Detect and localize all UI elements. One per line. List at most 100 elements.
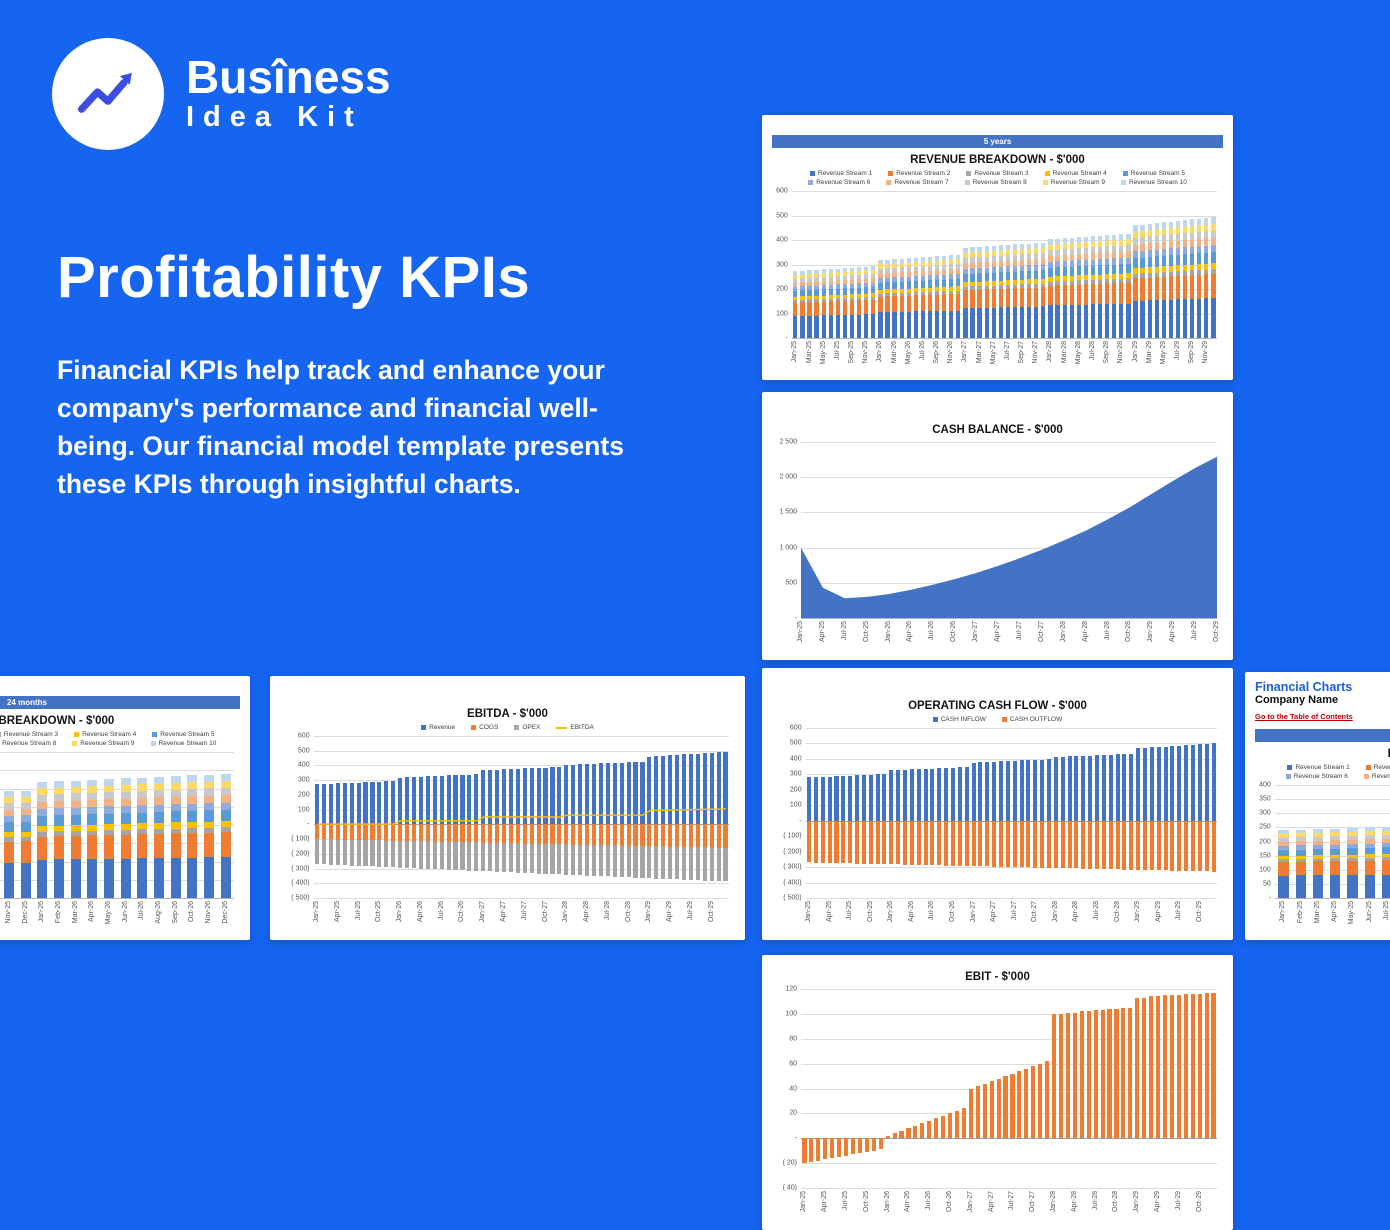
bar-segment xyxy=(954,1110,960,1139)
bar-segment xyxy=(927,311,933,338)
bar-segment xyxy=(906,281,911,289)
legend-item: Revenue Stream 3 xyxy=(966,170,1029,177)
stacked-bar xyxy=(1034,243,1039,338)
bar-segment xyxy=(821,298,826,302)
bar-segment xyxy=(1278,862,1289,876)
bar-segment xyxy=(998,245,1003,251)
y-axis-label: - xyxy=(1268,894,1271,902)
stacked-bar xyxy=(998,245,1003,338)
bar-segment xyxy=(934,265,940,271)
bar-segment xyxy=(467,842,472,871)
bar-segment xyxy=(828,284,833,289)
bar-segment xyxy=(584,824,590,845)
bar-segment xyxy=(942,287,947,292)
bar-segment xyxy=(963,268,968,275)
toc-link[interactable]: Go to the Table of Contents xyxy=(1255,712,1353,721)
legend-item: Revenue Stream 9 xyxy=(1042,179,1105,186)
stacked-bar xyxy=(956,254,961,338)
bar-segment xyxy=(70,800,81,808)
bar-segment xyxy=(821,285,826,290)
bar-segment xyxy=(1027,306,1032,338)
bar-segment xyxy=(1083,280,1089,285)
bar-segment xyxy=(835,288,840,295)
bar-segment xyxy=(934,270,940,276)
bar-segment xyxy=(807,281,812,286)
bar-segment xyxy=(849,287,855,295)
bar-segment xyxy=(864,314,869,338)
bar-segment xyxy=(814,277,819,282)
gridline xyxy=(805,898,1217,899)
bar-segment xyxy=(1060,820,1065,869)
bar-segment xyxy=(53,787,64,795)
bar-segment xyxy=(103,858,114,898)
bar-segment xyxy=(800,274,805,279)
bar-segment xyxy=(187,822,198,829)
y-axis-label: ( 400) xyxy=(291,879,310,887)
bar-segment xyxy=(446,841,451,870)
bar-segment xyxy=(1381,826,1390,831)
bar-segment xyxy=(626,824,631,846)
bar-segment xyxy=(1062,285,1067,306)
bar-segment xyxy=(1076,304,1081,338)
bar-segment xyxy=(137,858,148,898)
legend-label: Revenue Stream 5 xyxy=(160,731,215,738)
x-axis-label: Apr-25 xyxy=(333,901,341,923)
bar-segment xyxy=(120,791,131,799)
x-axis-label: Jul-26 xyxy=(928,901,936,921)
bar-segment xyxy=(949,259,954,265)
bar-segment xyxy=(998,307,1003,338)
bar-segment xyxy=(1046,759,1052,821)
bar-segment xyxy=(1027,279,1032,285)
bar-segment xyxy=(1330,836,1341,841)
bar-segment xyxy=(1197,239,1202,247)
y-axis-label: 20 xyxy=(789,1109,797,1117)
bar-segment xyxy=(1081,820,1086,869)
x-axis-label: Jan-27 xyxy=(961,341,969,363)
bar-segment xyxy=(203,827,214,833)
bar-segment xyxy=(1076,266,1081,276)
x-axis-label: Jan-25 xyxy=(1279,901,1287,923)
stacked-bar xyxy=(1055,238,1060,338)
bar-segment xyxy=(377,781,382,825)
bar-segment xyxy=(1347,835,1358,840)
chart-title: REVENUE BREAKDOWN - $'000 xyxy=(0,715,115,727)
bar-segment xyxy=(957,820,962,866)
stacked-bar xyxy=(1027,243,1032,338)
stacked-bar xyxy=(800,270,805,338)
bar-segment xyxy=(3,815,14,823)
x-axis-label: Nov-27 xyxy=(1032,341,1040,364)
bar-segment xyxy=(103,806,114,814)
bar-segment xyxy=(814,289,819,296)
bar-segment xyxy=(892,263,897,268)
bar-segment xyxy=(709,824,714,848)
chart-plot: 600 500 400 300 200 100-( 100)( 200)( 300)( 4… xyxy=(278,733,737,934)
bar-segment xyxy=(978,820,983,867)
x-axis-label: Dec-25 xyxy=(21,901,29,924)
bar-segment xyxy=(856,300,862,315)
bar-segment xyxy=(668,824,673,847)
bar-segment xyxy=(70,814,81,826)
stacked-bar xyxy=(878,260,883,338)
stacked-bar xyxy=(984,246,989,338)
bar-segment xyxy=(807,270,812,275)
bar-segment xyxy=(203,857,214,898)
bar-segment xyxy=(439,841,444,870)
bar-segment xyxy=(793,275,798,279)
bar-segment xyxy=(515,768,520,825)
bar-segment xyxy=(1147,277,1152,301)
bar-segment xyxy=(1190,993,1195,1139)
x-axis-label: Jan-25 xyxy=(800,1191,808,1213)
legend-item: EBITDA xyxy=(556,724,594,731)
bar-segment xyxy=(892,277,897,283)
bar-segment xyxy=(1278,875,1289,898)
bar-segment xyxy=(153,858,164,898)
bar-segment xyxy=(920,280,926,288)
bar-segment xyxy=(856,274,862,280)
bar-segment xyxy=(522,843,527,873)
bar-segment xyxy=(850,1138,856,1155)
bar-segment xyxy=(439,824,444,842)
y-axis-label: 300 xyxy=(789,770,802,778)
bar-segment xyxy=(53,794,64,802)
bar-segment xyxy=(1149,996,1154,1139)
bar-segment xyxy=(991,272,996,281)
